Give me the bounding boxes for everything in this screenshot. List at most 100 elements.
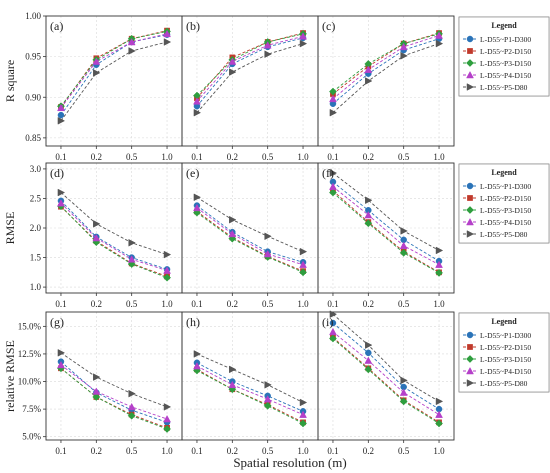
panel-label: (h) <box>186 315 200 329</box>
series-line <box>60 206 168 277</box>
data-point <box>435 268 443 277</box>
legend-box <box>458 163 550 244</box>
data-point <box>364 210 373 219</box>
panel-label: (g) <box>50 315 64 329</box>
legend-marker <box>466 70 474 79</box>
x-tick-label: 0.5 <box>398 446 410 456</box>
plot-frame <box>317 15 455 147</box>
data-point <box>228 380 237 389</box>
data-point <box>435 410 443 418</box>
panel-label: (c) <box>322 19 335 33</box>
plot-frame <box>317 311 455 441</box>
series-line <box>60 34 168 116</box>
legend-entry: L-D55~P5-D80 <box>480 83 528 92</box>
series-line <box>332 190 440 273</box>
plot-frame <box>317 162 455 294</box>
legend-marker <box>466 379 475 387</box>
legend-marker <box>466 217 474 226</box>
data-point <box>364 65 373 73</box>
x-tick-label: 0.1 <box>327 299 338 309</box>
data-point <box>92 387 101 395</box>
series-line <box>60 361 168 423</box>
legend-entry: L-D55~P3-D150 <box>480 206 531 215</box>
data-point <box>399 397 408 406</box>
y-tick-label: 0.95 <box>25 52 41 62</box>
data-point <box>128 47 136 55</box>
x-tick-label: 0.5 <box>126 446 138 456</box>
data-point <box>263 41 272 49</box>
data-point <box>57 111 65 119</box>
series-line <box>196 362 304 412</box>
data-point <box>435 260 443 268</box>
x-tick-label: 0.1 <box>191 299 202 309</box>
data-point <box>399 241 408 249</box>
series-line <box>196 205 304 263</box>
data-point <box>400 376 408 385</box>
legend-entry: L-D55~P5-D80 <box>480 379 528 388</box>
legend-entry: L-D55~P5-D80 <box>480 230 528 239</box>
panel-label: (f) <box>322 166 334 180</box>
series-line <box>332 181 440 262</box>
y-tick-label: 12.5% <box>18 349 42 359</box>
data-point <box>329 327 337 336</box>
x-tick-label: 0.1 <box>327 152 338 162</box>
data-point <box>263 395 272 403</box>
data-point <box>57 103 65 112</box>
x-tick-label: 0.2 <box>227 152 238 162</box>
y-tick-label: 0.85 <box>25 133 41 143</box>
legend-entry: L-D55~P1-D300 <box>480 182 531 191</box>
x-tick-label: 0.5 <box>126 299 138 309</box>
y-axis-title: RMSE <box>3 212 17 245</box>
x-tick-label: 1.0 <box>433 299 445 309</box>
x-tick-label: 0.2 <box>363 299 374 309</box>
series-line <box>196 365 304 416</box>
data-point <box>163 266 171 274</box>
x-tick-label: 1.0 <box>433 446 445 456</box>
series-line <box>196 35 304 102</box>
series-line <box>196 353 304 403</box>
y-tick-label: 2.0 <box>30 223 42 233</box>
panel-label: (a) <box>50 19 63 33</box>
data-point <box>329 108 338 117</box>
y-tick-label: 5.0% <box>22 432 41 442</box>
x-tick-label: 0.1 <box>55 446 66 456</box>
y-axis-title: relative RMSE <box>3 340 17 412</box>
data-point <box>193 203 201 212</box>
data-point <box>57 360 65 369</box>
data-point <box>299 32 307 40</box>
x-tick-label: 0.1 <box>191 446 202 456</box>
legend-box <box>458 312 550 393</box>
x-tick-label: 0.5 <box>398 152 410 162</box>
x-tick-label: 0.5 <box>126 152 138 162</box>
x-tick-label: 0.2 <box>227 446 238 456</box>
data-point <box>93 373 101 381</box>
data-point <box>299 398 308 407</box>
legend-marker <box>466 355 474 363</box>
series-line <box>196 207 304 266</box>
data-point <box>163 38 172 46</box>
legend-marker <box>466 206 474 214</box>
series-line <box>60 30 168 108</box>
data-point <box>399 42 408 51</box>
data-point <box>435 39 444 48</box>
x-tick-label: 0.1 <box>191 152 202 162</box>
legend-marker <box>466 331 474 339</box>
panel-f: 0.1 0.2 0.5 1.0 (f) Legend L-D55~P1-D300 L-D55~… <box>317 162 550 309</box>
data-point <box>435 31 443 39</box>
legend-entry: L-D55~P4-D150 <box>480 218 531 227</box>
data-point <box>57 349 66 357</box>
series-line <box>332 337 440 423</box>
legend-marker <box>466 366 474 375</box>
data-point <box>229 215 237 224</box>
legend: Legend L-D55~P1-D300 L-D55~P2-D150 L-D55~P3… <box>458 16 550 97</box>
x-tick-label: 0.2 <box>91 299 102 309</box>
data-point <box>263 249 272 258</box>
x-tick-label: 0.2 <box>363 446 374 456</box>
panel-e: 0.1 0.2 0.5 1.0 (e) <box>181 162 319 309</box>
series-line <box>60 352 168 408</box>
data-point <box>365 349 372 357</box>
data-point <box>263 401 272 410</box>
series-line <box>332 172 440 251</box>
x-tick-label: 0.5 <box>398 299 410 309</box>
legend-marker <box>466 182 474 190</box>
